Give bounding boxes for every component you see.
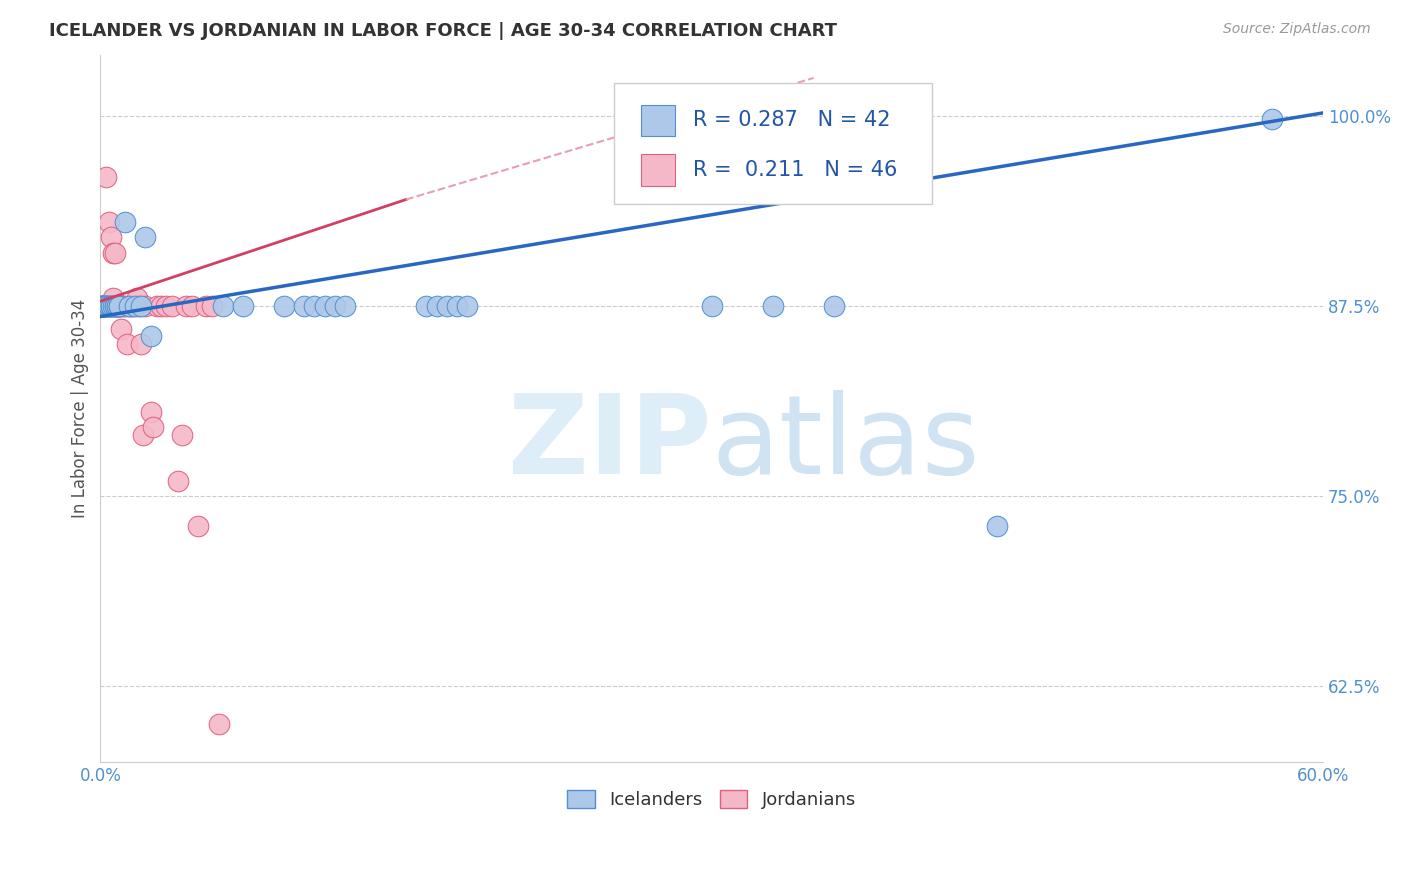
Point (141, 329, 163, 343)
Point (101, 299, 124, 313)
Point (124, 299, 146, 313)
Point (456, 299, 478, 313)
Point (181, 299, 204, 313)
Point (107, 299, 129, 313)
Point (91, 299, 114, 313)
Point (96, 299, 118, 313)
Point (105, 299, 128, 313)
Point (436, 299, 458, 313)
Point (174, 299, 197, 313)
Legend: Icelanders, Jordanians: Icelanders, Jordanians (560, 782, 863, 816)
Point (105, 299, 128, 313)
Point (104, 245, 127, 260)
Point (100, 299, 122, 313)
Point (104, 299, 127, 313)
Point (107, 299, 129, 313)
Point (101, 291, 124, 305)
Point (107, 299, 129, 313)
Point (201, 299, 224, 313)
Point (122, 299, 145, 313)
Point (986, 519, 1008, 533)
Point (207, 716, 229, 731)
Point (104, 299, 127, 313)
Point (415, 299, 437, 313)
Point (304, 299, 326, 313)
Point (105, 299, 128, 313)
Point (100, 230, 122, 244)
Point (118, 299, 141, 313)
Point (128, 299, 150, 313)
Point (314, 299, 336, 313)
Point (292, 299, 315, 313)
Point (333, 299, 356, 313)
Text: atlas: atlas (711, 391, 980, 497)
Bar (641, 154, 675, 186)
Point (823, 299, 845, 313)
Point (142, 420, 165, 434)
Point (101, 245, 124, 260)
Point (100, 299, 122, 313)
Point (426, 299, 449, 313)
Text: R = 0.287   N = 42: R = 0.287 N = 42 (693, 110, 891, 130)
Point (129, 337, 152, 351)
Point (166, 474, 188, 488)
Point (762, 299, 785, 313)
Point (110, 299, 132, 313)
Point (114, 215, 136, 229)
Point (195, 299, 218, 313)
Y-axis label: In Labor Force | Age 30-34: In Labor Force | Age 30-34 (72, 299, 89, 518)
Point (446, 299, 468, 313)
Point (125, 291, 148, 305)
Text: R =  0.211   N = 46: R = 0.211 N = 46 (693, 161, 898, 180)
Point (91, 299, 114, 313)
Point (100, 299, 122, 313)
Point (323, 299, 346, 313)
Text: ZIP: ZIP (509, 391, 711, 497)
Point (96, 169, 118, 184)
Point (96, 299, 118, 313)
Point (93, 299, 115, 313)
Point (93, 299, 115, 313)
Point (232, 299, 254, 313)
Point (187, 519, 209, 533)
Point (91, 299, 114, 313)
Point (96, 299, 118, 313)
Point (96, 299, 118, 313)
Point (93, 299, 115, 313)
Point (1261, 112, 1284, 126)
Point (105, 299, 128, 313)
FancyBboxPatch shape (614, 84, 932, 203)
Point (114, 299, 136, 313)
Point (97, 299, 120, 313)
Point (211, 299, 233, 313)
Point (91, 299, 114, 313)
Point (111, 299, 134, 313)
Point (115, 337, 138, 351)
Point (170, 428, 193, 442)
Point (273, 299, 295, 313)
Point (134, 299, 156, 313)
Point (120, 299, 142, 313)
Point (134, 230, 156, 244)
Point (93, 299, 115, 313)
Point (146, 299, 169, 313)
Point (150, 299, 173, 313)
Point (97, 215, 120, 229)
Point (155, 299, 177, 313)
Point (97, 299, 120, 313)
Point (700, 299, 723, 313)
Point (118, 299, 141, 313)
Bar (641, 104, 675, 136)
Point (132, 428, 155, 442)
Point (97, 299, 120, 313)
Point (129, 299, 152, 313)
Text: ICELANDER VS JORDANIAN IN LABOR FORCE | AGE 30-34 CORRELATION CHART: ICELANDER VS JORDANIAN IN LABOR FORCE | … (49, 22, 837, 40)
Point (160, 299, 183, 313)
Point (141, 405, 163, 419)
Point (110, 321, 132, 335)
Point (104, 299, 127, 313)
Text: Source: ZipAtlas.com: Source: ZipAtlas.com (1223, 22, 1371, 37)
Point (91, 299, 114, 313)
Point (107, 299, 129, 313)
